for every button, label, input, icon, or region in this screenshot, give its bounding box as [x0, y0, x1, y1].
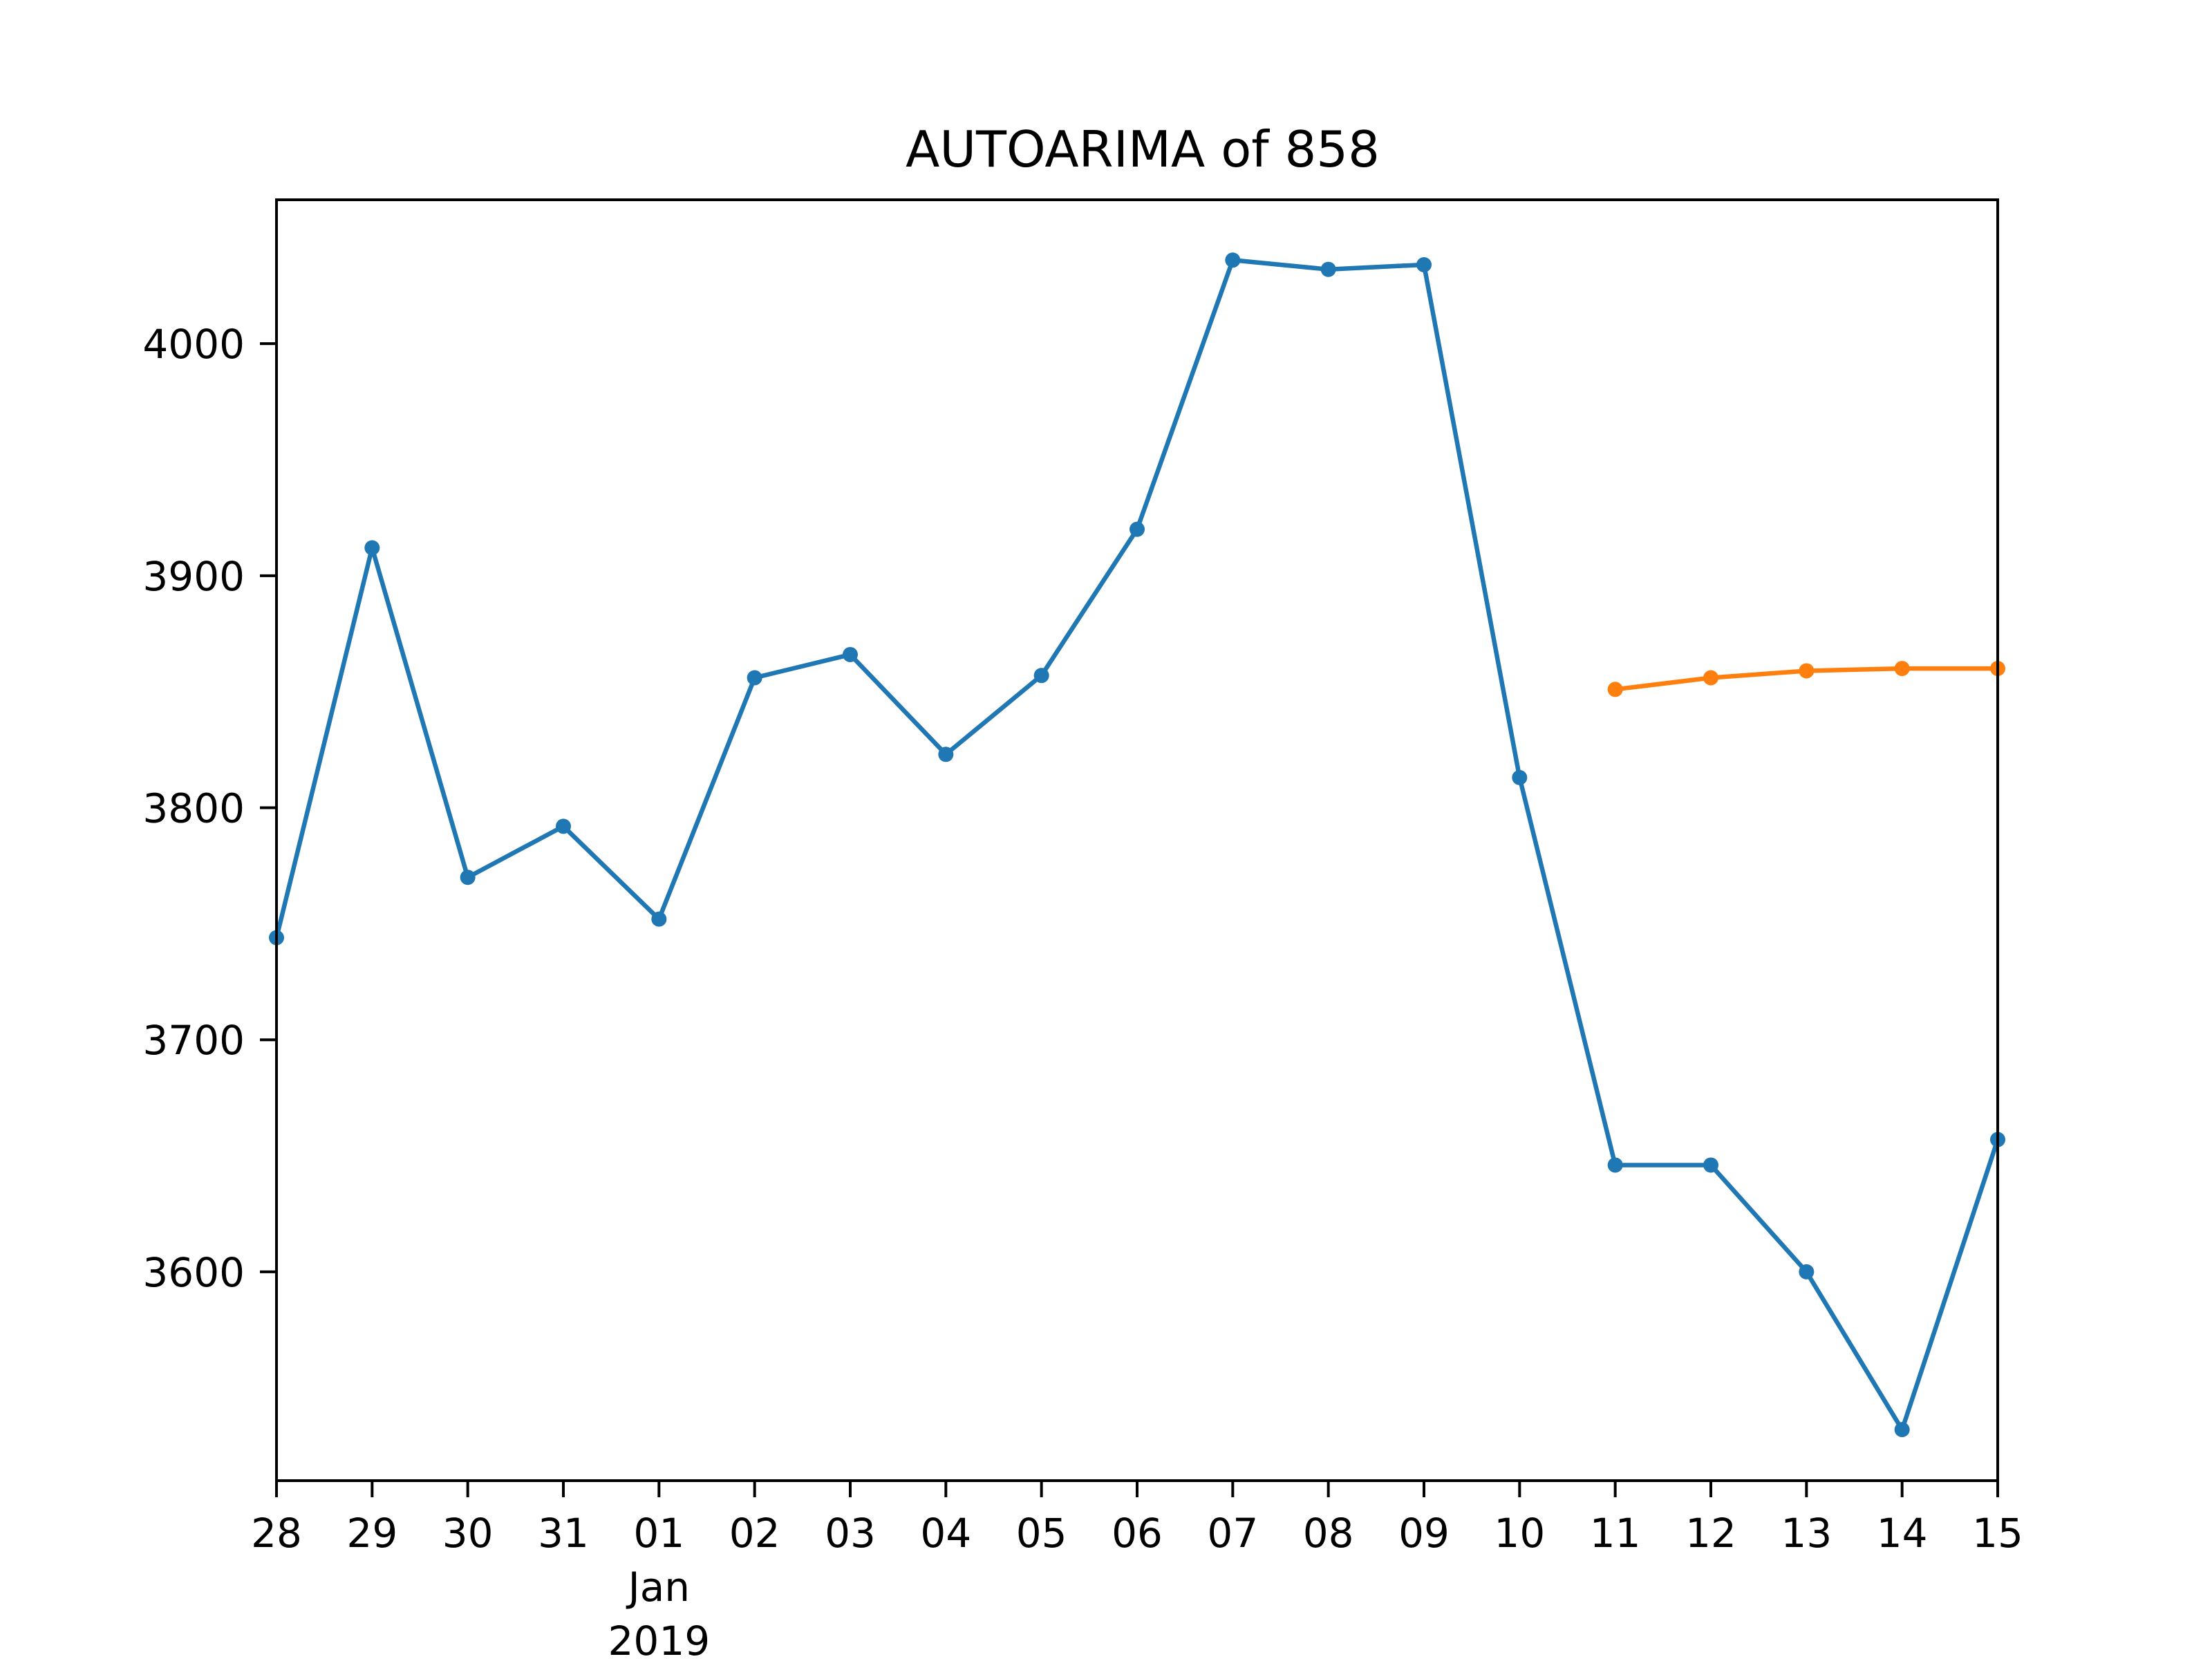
plot-frame	[275, 198, 1999, 1482]
x-tick-label: 15	[1972, 1510, 2023, 1557]
data-point	[1607, 1157, 1623, 1173]
x-tick-label: 28	[251, 1510, 302, 1557]
x-tick-label: 04	[920, 1510, 971, 1557]
x-tick-label: 30	[442, 1510, 494, 1557]
y-tick-label: 3900	[142, 553, 245, 600]
x-tick-label: 03	[825, 1510, 876, 1557]
x-tick-label: 11	[1590, 1510, 1641, 1557]
data-point	[1225, 252, 1241, 268]
data-point	[843, 646, 858, 662]
series-line	[274, 258, 2000, 1432]
x-tick-label: 29	[346, 1510, 397, 1557]
data-point	[1130, 521, 1145, 537]
x-secondary-label: 2019	[608, 1618, 711, 1659]
data-point	[938, 747, 954, 762]
data-point	[1799, 663, 1815, 679]
data-point	[1607, 682, 1623, 697]
x-tick-label: 01	[633, 1510, 684, 1557]
data-point	[651, 911, 667, 927]
x-tick-label: 31	[538, 1510, 589, 1557]
data-point	[1894, 1422, 1910, 1438]
data-point	[747, 670, 762, 686]
y-tick-label: 3800	[142, 785, 245, 832]
x-tick-label: 02	[729, 1510, 780, 1557]
x-secondary-label: Jan	[626, 1564, 690, 1611]
data-point	[556, 818, 571, 834]
data-point	[1320, 261, 1336, 277]
series-layer	[269, 252, 2005, 1438]
series-2	[1607, 661, 2005, 697]
x-tick-label: 09	[1398, 1510, 1450, 1557]
x-tick-label: 12	[1685, 1510, 1736, 1557]
x-tick-label: 13	[1781, 1510, 1832, 1557]
y-axis-ticks: 3600 3700 3800 3900 4000	[142, 321, 276, 1296]
series-1	[269, 252, 2005, 1438]
y-tick-label: 3700	[142, 1017, 245, 1064]
data-point	[1799, 1264, 1815, 1280]
data-point	[460, 870, 476, 885]
x-tick-label: 14	[1877, 1510, 1928, 1557]
x-axis-ticks: 28 29 30 31 01 02 03 04 05 06 07 08 09 10 11 12 13 14 15 Ja…	[251, 1481, 2023, 1659]
x-tick-label: 06	[1112, 1510, 1163, 1557]
x-tick-label: 07	[1207, 1510, 1258, 1557]
data-point	[1703, 670, 1718, 686]
y-tick-label: 4000	[142, 321, 245, 368]
data-point	[1416, 256, 1432, 272]
x-tick-label: 08	[1303, 1510, 1354, 1557]
x-tick-label: 05	[1016, 1510, 1067, 1557]
x-tick-label: 10	[1494, 1510, 1545, 1557]
data-point	[1894, 661, 1910, 677]
data-point	[1512, 769, 1528, 785]
y-tick-label: 3600	[142, 1249, 245, 1296]
data-point	[1033, 668, 1049, 684]
chart-title: AUTOARIMA of 858	[906, 120, 1380, 178]
data-point	[1703, 1157, 1718, 1173]
data-point	[364, 540, 380, 556]
